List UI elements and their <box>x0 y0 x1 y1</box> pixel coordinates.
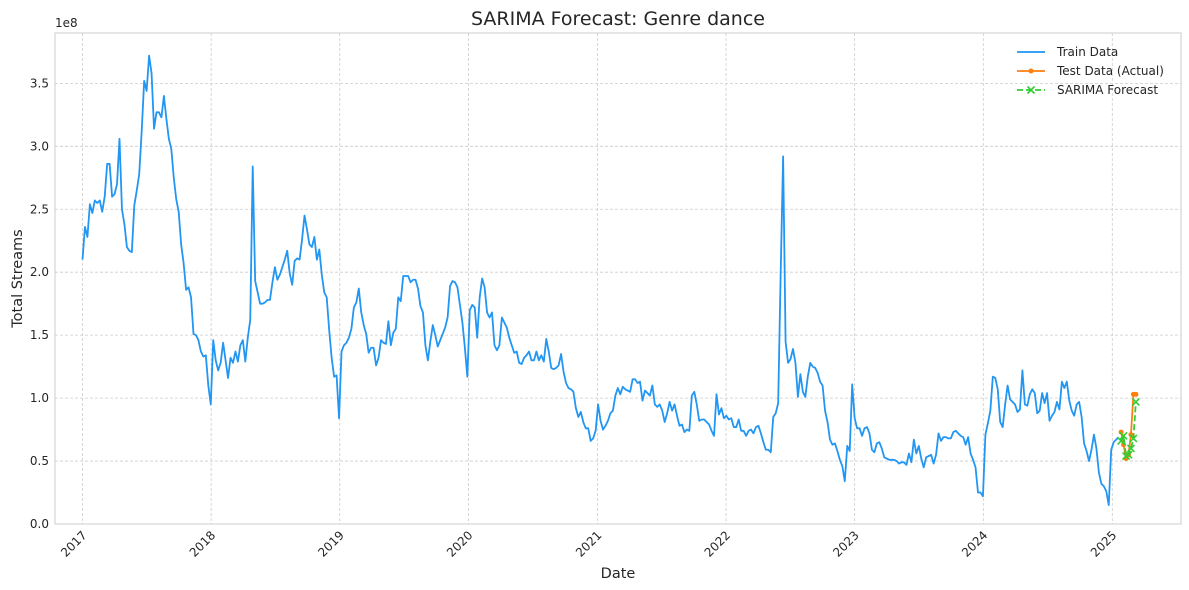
y-tick-label: 3.5 <box>30 76 49 90</box>
x-tick-label: 2017 <box>58 528 89 559</box>
data-point-marker <box>1124 450 1133 459</box>
legend-label: Train Data <box>1056 45 1118 59</box>
x-axis-ticks: 2017 2018 2019 2020 2021 2022 2023 2024 2025 <box>58 528 1119 559</box>
x-tick-label: 2025 <box>1088 528 1119 559</box>
data-point-marker <box>1117 436 1126 445</box>
y-offset-label: 1e8 <box>55 16 78 30</box>
x-tick-label: 2018 <box>187 528 218 559</box>
y-tick-label: 0.0 <box>30 517 49 531</box>
y-axis-label: Total Streams <box>10 229 26 329</box>
data-point-marker <box>1133 391 1139 397</box>
data-point-marker <box>1126 444 1136 453</box>
grid-lines <box>55 33 1181 525</box>
y-tick-label: 1.0 <box>30 391 49 405</box>
x-tick-label: 2020 <box>444 528 475 559</box>
data-point-marker <box>1128 432 1134 438</box>
y-tick-label: 1.5 <box>30 328 49 342</box>
series-line-0 <box>81 54 1120 507</box>
legend-label: SARIMA Forecast <box>1057 83 1158 97</box>
y-tick-label: 3.0 <box>30 139 49 153</box>
x-axis-label: Date <box>601 566 636 582</box>
y-tick-label: 0.5 <box>30 454 49 468</box>
y-tick-label: 2.5 <box>30 202 49 216</box>
chart-title: SARIMA Forecast: Genre dance <box>471 8 765 30</box>
x-tick-label: 2022 <box>702 528 733 559</box>
legend-label: Test Data (Actual) <box>1056 64 1164 78</box>
legend-marker <box>1026 85 1036 95</box>
data-point-marker <box>1119 431 1128 440</box>
y-axis-ticks: 0.0 0.5 1.0 1.5 2.0 2.5 3.0 3.5 <box>30 76 49 531</box>
x-tick-label: 2019 <box>315 528 346 559</box>
legend: Train Data Test Data (Actual) SARIMA Forec… <box>1017 45 1164 97</box>
series-layer <box>81 54 1140 507</box>
y-tick-label: 2.0 <box>30 265 49 279</box>
x-tick-label: 2023 <box>830 528 861 559</box>
data-point-marker <box>1118 429 1124 435</box>
legend-marker <box>1028 68 1034 74</box>
x-tick-label: 2024 <box>959 528 990 559</box>
data-point-marker <box>1131 397 1140 406</box>
data-point-marker <box>1129 434 1138 443</box>
x-tick-label: 2021 <box>573 528 604 559</box>
plot-area-frame <box>54 32 1182 525</box>
